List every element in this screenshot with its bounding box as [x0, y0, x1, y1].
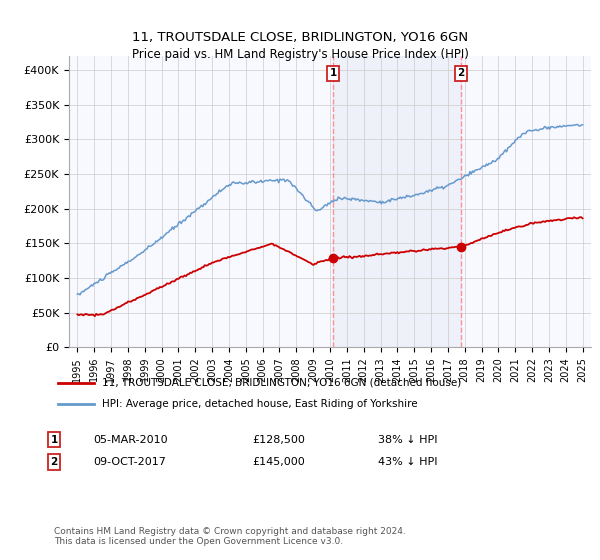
Text: 43% ↓ HPI: 43% ↓ HPI [378, 457, 437, 467]
Text: 1: 1 [329, 68, 337, 78]
Text: HPI: Average price, detached house, East Riding of Yorkshire: HPI: Average price, detached house, East… [102, 399, 418, 409]
Text: Contains HM Land Registry data © Crown copyright and database right 2024.
This d: Contains HM Land Registry data © Crown c… [54, 526, 406, 546]
Text: 1: 1 [50, 435, 58, 445]
Text: Price paid vs. HM Land Registry's House Price Index (HPI): Price paid vs. HM Land Registry's House … [131, 48, 469, 60]
Text: 2: 2 [457, 68, 464, 78]
Text: 05-MAR-2010: 05-MAR-2010 [93, 435, 167, 445]
Text: 38% ↓ HPI: 38% ↓ HPI [378, 435, 437, 445]
Text: 2: 2 [50, 457, 58, 467]
Text: £128,500: £128,500 [252, 435, 305, 445]
Text: 11, TROUTSDALE CLOSE, BRIDLINGTON, YO16 6GN: 11, TROUTSDALE CLOSE, BRIDLINGTON, YO16 … [132, 31, 468, 44]
Bar [333, 56, 461, 347]
Text: £145,000: £145,000 [252, 457, 305, 467]
Text: 09-OCT-2017: 09-OCT-2017 [93, 457, 166, 467]
Text: 11, TROUTSDALE CLOSE, BRIDLINGTON, YO16 6GN (detached house): 11, TROUTSDALE CLOSE, BRIDLINGTON, YO16 … [102, 378, 461, 388]
